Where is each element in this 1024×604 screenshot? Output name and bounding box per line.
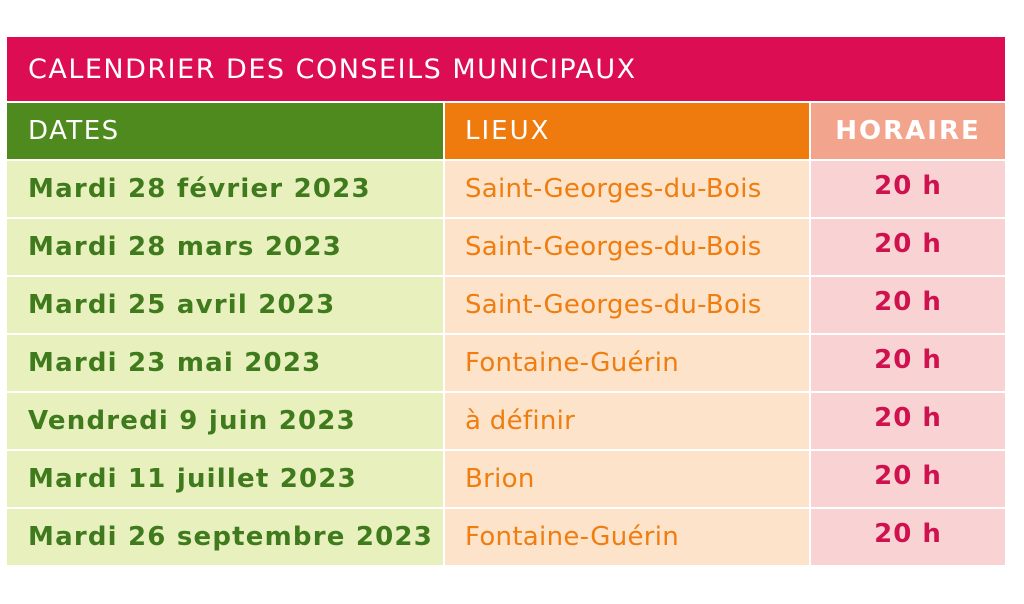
lieu-cell: Saint-Georges-du-Bois — [445, 219, 809, 275]
table-row: Vendredi 9 juin 2023 à définir 20 h — [7, 393, 1005, 449]
horaire-cell: 20 h — [811, 451, 1005, 507]
date-cell: Mardi 23 mai 2023 — [7, 335, 443, 391]
table-row: Mardi 25 avril 2023 Saint-Georges-du-Boi… — [7, 277, 1005, 333]
lieu-cell: Saint-Georges-du-Bois — [445, 161, 809, 217]
calendar-title: CALENDRIER DES CONSEILS MUNICIPAUX — [7, 37, 1005, 101]
header-lieux: LIEUX — [445, 103, 809, 159]
council-calendar: CALENDRIER DES CONSEILS MUNICIPAUX DATES… — [7, 37, 1005, 565]
header-dates: DATES — [7, 103, 443, 159]
lieu-cell: à définir — [445, 393, 809, 449]
lieu-cell: Fontaine-Guérin — [445, 509, 809, 565]
horaire-cell: 20 h — [811, 277, 1005, 333]
table-row: Mardi 11 juillet 2023 Brion 20 h — [7, 451, 1005, 507]
date-cell: Vendredi 9 juin 2023 — [7, 393, 443, 449]
horaire-cell: 20 h — [811, 219, 1005, 275]
table-row: Mardi 28 février 2023 Saint-Georges-du-B… — [7, 161, 1005, 217]
table-header-row: DATES LIEUX HORAIRE — [7, 103, 1005, 159]
table-row: Mardi 23 mai 2023 Fontaine-Guérin 20 h — [7, 335, 1005, 391]
date-cell: Mardi 28 mars 2023 — [7, 219, 443, 275]
table-row: Mardi 26 septembre 2023 Fontaine-Guérin … — [7, 509, 1005, 565]
horaire-cell: 20 h — [811, 161, 1005, 217]
header-horaire: HORAIRE — [811, 103, 1005, 159]
horaire-cell: 20 h — [811, 393, 1005, 449]
date-cell: Mardi 11 juillet 2023 — [7, 451, 443, 507]
date-cell: Mardi 25 avril 2023 — [7, 277, 443, 333]
horaire-cell: 20 h — [811, 335, 1005, 391]
table-row: Mardi 28 mars 2023 Saint-Georges-du-Bois… — [7, 219, 1005, 275]
date-cell: Mardi 28 février 2023 — [7, 161, 443, 217]
lieu-cell: Saint-Georges-du-Bois — [445, 277, 809, 333]
date-cell: Mardi 26 septembre 2023 — [7, 509, 443, 565]
lieu-cell: Brion — [445, 451, 809, 507]
horaire-cell: 20 h — [811, 509, 1005, 565]
lieu-cell: Fontaine-Guérin — [445, 335, 809, 391]
